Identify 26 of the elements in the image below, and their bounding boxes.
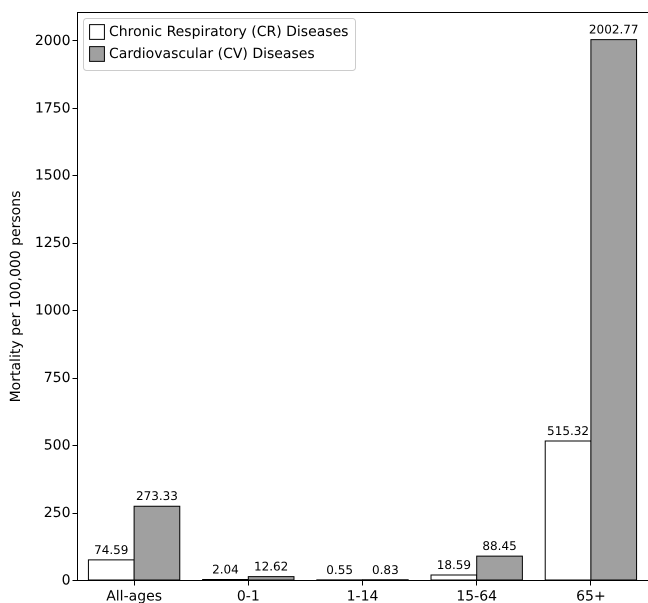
y-axis-title: Mortality per 100,000 persons bbox=[8, 190, 24, 402]
data-label: 0.55 bbox=[326, 562, 354, 577]
legend-label: Cardiovascular (CV) Diseases bbox=[109, 46, 315, 62]
y-tick-label: 2000 bbox=[34, 32, 70, 49]
y-tick-label: 1500 bbox=[34, 168, 70, 184]
y-tick-label: 1000 bbox=[34, 302, 70, 319]
y-tick-label: 750 bbox=[44, 370, 70, 386]
data-label: 12.62 bbox=[254, 560, 288, 574]
data-label: 2002.77 bbox=[588, 22, 639, 37]
data-label: 515.32 bbox=[547, 424, 590, 438]
y-tick-label: 1750 bbox=[34, 100, 70, 116]
x-tick-label: 1-14 bbox=[346, 588, 378, 603]
x-tick-label: 15-64 bbox=[456, 588, 498, 603]
data-label: 2.04 bbox=[212, 562, 239, 576]
data-label: 273.33 bbox=[136, 489, 178, 504]
y-tick-label: 1250 bbox=[34, 235, 70, 252]
legend-label: Chronic Respiratory (CR) Diseases bbox=[109, 24, 348, 40]
data-label: 74.59 bbox=[94, 542, 128, 557]
data-label: 18.59 bbox=[436, 558, 472, 572]
data-label: 88.45 bbox=[482, 539, 517, 554]
x-tick-label: 0-1 bbox=[236, 588, 260, 603]
y-tick-label: 250 bbox=[44, 505, 70, 522]
y-tick-label: 500 bbox=[44, 438, 70, 454]
x-tick-label: 65+ bbox=[576, 588, 606, 603]
y-tick-label: 0 bbox=[62, 572, 70, 588]
data-label: 0.83 bbox=[372, 562, 399, 577]
